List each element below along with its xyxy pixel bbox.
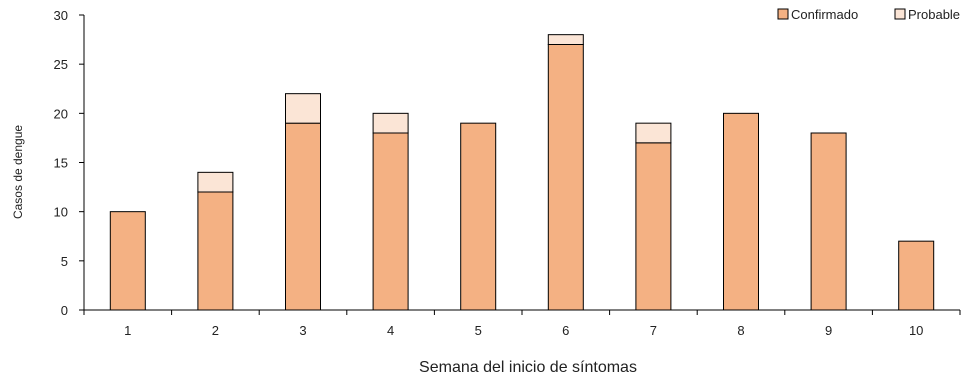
x-tick-label: 5: [475, 323, 482, 338]
y-tick-label: 5: [61, 254, 68, 269]
x-tick-label: 3: [299, 323, 306, 338]
bar-confirmado-4: [372, 132, 409, 311]
legend-label-probable: Probable: [908, 7, 960, 22]
bar-confirmado-2: [197, 191, 234, 311]
y-axis-ticks: 0 5 10 15 20 25 30: [54, 8, 84, 318]
x-tick-label: 4: [387, 323, 394, 338]
bars-group: [109, 34, 935, 311]
legend-swatch-confirmado: [777, 8, 789, 20]
bar-probable-4: [372, 112, 409, 134]
bar-probable-2: [197, 171, 234, 193]
y-axis-title: Casos de dengue: [11, 125, 25, 219]
x-tick-label: 2: [212, 323, 219, 338]
bar-confirmado-5: [460, 122, 497, 311]
legend: Confirmado Probable: [777, 7, 960, 22]
y-tick-label: 10: [54, 205, 68, 220]
x-tick-label: 8: [737, 323, 744, 338]
y-tick-label: 15: [54, 156, 68, 171]
bar-confirmado-8: [723, 112, 759, 311]
y-tick-label: 25: [54, 57, 68, 72]
bar-confirmado-6: [547, 44, 584, 311]
bar-probable-7: [635, 122, 672, 144]
x-axis-ticks: 1 2 3 4 5 6 7 8 9 10: [83, 310, 961, 338]
x-axis-title: Semana del inicio de síntomas: [419, 359, 637, 376]
y-tick-label: 30: [54, 8, 68, 23]
x-tick-label: 9: [825, 323, 832, 338]
bar-confirmado-3: [285, 122, 321, 311]
bar-probable-6: [547, 34, 584, 46]
bar-confirmado-7: [635, 142, 672, 311]
bar-probable-3: [285, 93, 321, 124]
legend-swatch-probable: [894, 8, 906, 20]
x-tick-label: 7: [650, 323, 657, 338]
bar-confirmado-1: [109, 211, 146, 311]
y-tick-label: 20: [54, 106, 68, 121]
y-tick-label: 0: [61, 303, 68, 318]
x-tick-label: 1: [124, 323, 131, 338]
legend-label-confirmado: Confirmado: [791, 7, 858, 22]
x-tick-label: 10: [909, 323, 923, 338]
x-tick-label: 6: [562, 323, 569, 338]
bar-confirmado-9: [810, 132, 847, 311]
bar-confirmado-10: [898, 240, 935, 311]
